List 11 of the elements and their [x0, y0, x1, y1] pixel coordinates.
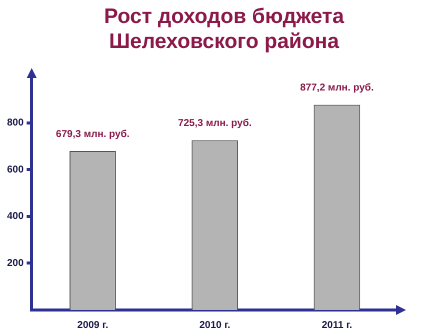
- data-label: 877,2 млн. руб.: [300, 82, 374, 94]
- data-label: 679,3 млн. руб.: [56, 128, 130, 140]
- y-tick-label: 400: [6, 211, 24, 222]
- y-tick-label: 800: [6, 118, 24, 129]
- x-tick-label: 2009 г.: [77, 320, 108, 331]
- y-tick-label: 200: [6, 258, 24, 269]
- x-tick-label: 2011 г.: [322, 320, 352, 331]
- x-tick-label: 2010 г.: [199, 320, 231, 331]
- data-label: 725,3 млн. руб.: [178, 118, 252, 130]
- y-tick-label: 600: [6, 164, 24, 176]
- chart-title: Рост доходов бюджета Шелеховского района: [102, 4, 346, 55]
